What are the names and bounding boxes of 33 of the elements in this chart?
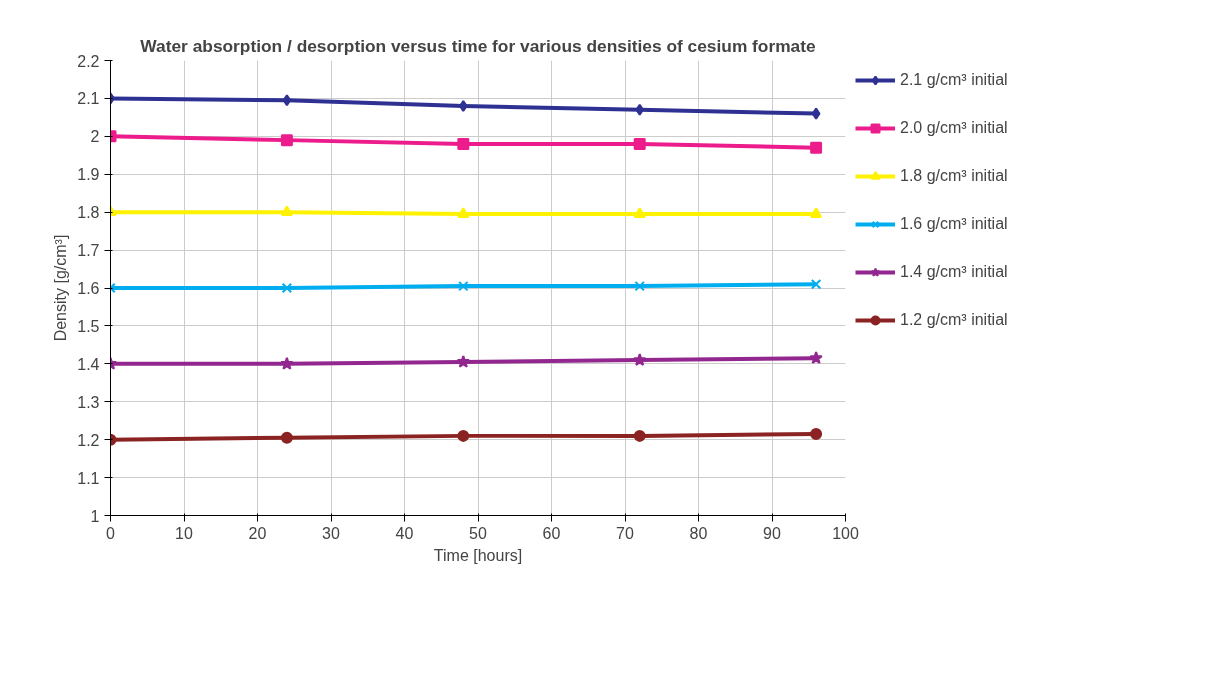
y-tick-label: 1.6 [77, 280, 100, 297]
x-tick-label: 40 [395, 524, 414, 542]
legend-label: 1.6 g/cm³ initial [900, 215, 1008, 233]
y-tick-label: 2 [90, 128, 100, 146]
y-tick-label: 1.2 [77, 431, 100, 449]
y-tick-label: 1.1 [77, 469, 100, 487]
x-tick-label: 80 [689, 524, 708, 542]
x-tick-label: 60 [542, 524, 561, 542]
chart-title: Water absorption / desorption versus time for various densities of cesium formate [140, 35, 817, 56]
legend-label: 2.0 g/cm³ initial [900, 119, 1008, 137]
y-tick-label: 1.4 [77, 355, 100, 373]
x-tick-label: 30 [322, 524, 340, 542]
x-tick-label: 90 [763, 524, 781, 542]
x-tick-label: 50 [469, 524, 487, 542]
legend-label: 1.2 g/cm³ initial [900, 311, 1008, 329]
y-tick-label: 1.8 [77, 204, 100, 222]
y-tick-label: 1.5 [77, 317, 100, 335]
y-tick-label: 1 [90, 507, 100, 525]
x-tick-label: 70 [616, 524, 634, 542]
y-axis-title: Density [g/cm³] [52, 234, 70, 342]
y-tick-label: 2.2 [77, 52, 100, 70]
legend-label: 2.1 g/cm³ initial [900, 71, 1008, 89]
y-tick-label: 1.3 [77, 393, 100, 411]
y-tick-label: 1.7 [77, 242, 100, 260]
x-tick-label: 0 [106, 524, 116, 542]
legend-label: 1.4 g/cm³ initial [900, 263, 1008, 281]
x-tick-label: 10 [175, 524, 193, 542]
y-tick-label: 2.1 [77, 90, 100, 108]
legend-label: 1.8 g/cm³ initial [900, 167, 1008, 185]
x-axis-title: Time [hours] [433, 546, 523, 564]
x-tick-label: 100 [832, 524, 859, 542]
y-tick-label: 1.9 [77, 166, 100, 184]
x-tick-label: 20 [248, 524, 267, 542]
